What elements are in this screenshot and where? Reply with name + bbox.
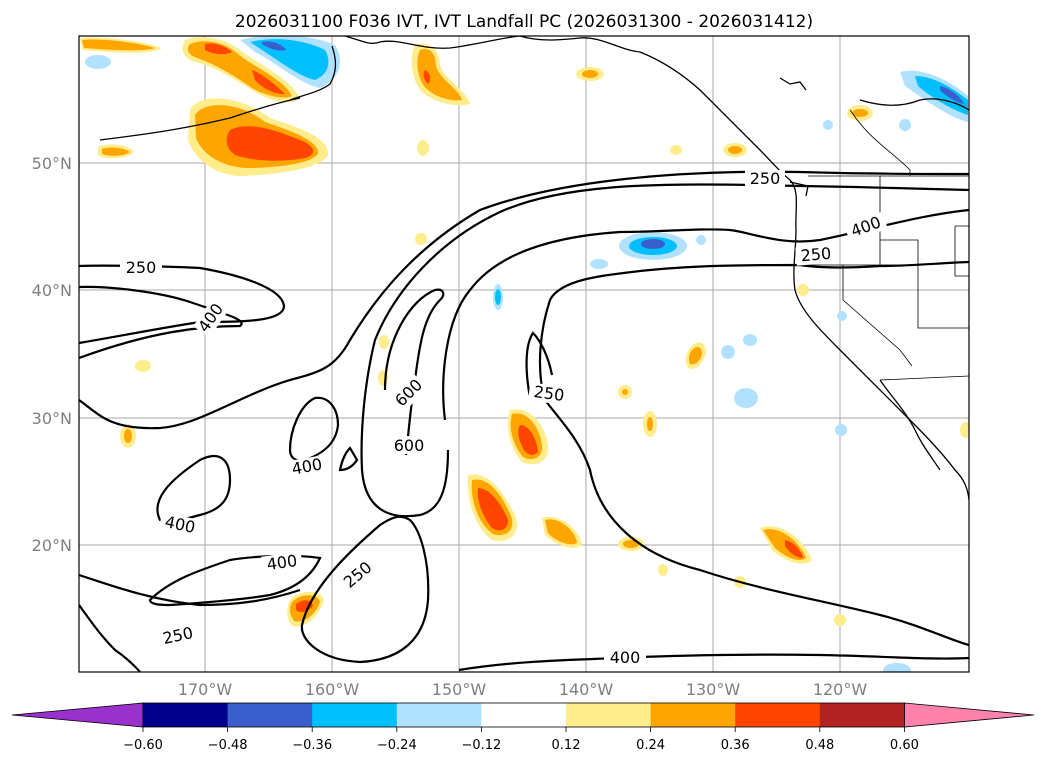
positive-blob-subtropics	[287, 409, 812, 627]
contour-label: 600	[394, 436, 425, 455]
lon-label-120w: 120°W	[813, 680, 868, 699]
lon-label-160w: 160°W	[305, 680, 360, 699]
colorbar-segment	[312, 703, 398, 727]
positive-blob-aleutian	[98, 37, 329, 176]
coastlines	[99, 36, 969, 501]
lat-label-50n: 50°N	[32, 154, 72, 173]
colorbar-segment	[650, 703, 736, 727]
lat-label-40n: 40°N	[32, 281, 72, 300]
lon-label-150w: 150°W	[432, 680, 487, 699]
lon-label-130w: 130°W	[686, 680, 741, 699]
colorbar-extend-low	[11, 702, 144, 728]
negative-blob-alaska	[240, 36, 340, 88]
contour-label: 400	[610, 648, 641, 667]
colorbar-segment	[227, 703, 313, 727]
colorbar-tick-label: 0.36	[721, 738, 750, 753]
contour-label: 250	[800, 244, 832, 266]
figure-title: 2026031100 F036 IVT, IVT Landfall PC (20…	[235, 12, 813, 32]
borders	[797, 109, 969, 381]
contour-label: 250	[750, 169, 781, 188]
colorbar-segment	[566, 703, 652, 727]
colorbar-tick-label: −0.36	[292, 738, 332, 753]
ivt-shading	[80, 36, 969, 672]
contour-labels: 250 400 600 600 400 400 400 250 250 250 …	[120, 169, 888, 667]
colorbar-segment	[819, 703, 905, 727]
colorbar-extend-high	[904, 702, 1035, 728]
colorbar-segment	[396, 703, 482, 727]
colorbar-tick-label: −0.24	[377, 738, 417, 753]
map-frame	[78, 35, 970, 673]
contour-label: 250	[126, 258, 157, 277]
colorbar-tick-label: 0.48	[805, 738, 834, 753]
colorbar-segment	[143, 703, 229, 727]
lon-label-170w: 170°W	[178, 680, 233, 699]
contour-label: 250	[533, 382, 566, 405]
colorbar-outline	[142, 702, 905, 728]
lat-label-20n: 20°N	[32, 536, 72, 555]
small-blobs	[85, 55, 969, 672]
colorbar-tick-label: −0.48	[208, 738, 248, 753]
colorbar: −0.60 −0.48 −0.36 −0.24 −0.12 0.12 0.24 0.36 0.4…	[11, 702, 1035, 753]
contour-label: 400	[265, 551, 298, 574]
colorbar-tick-label: 0.24	[636, 738, 665, 753]
lat-label-30n: 30°N	[32, 409, 72, 428]
positive-blob-gulf	[80, 37, 470, 106]
colorbar-segment	[735, 703, 821, 727]
colorbar-tick-label: 0.12	[552, 738, 581, 753]
colorbar-segment	[481, 703, 567, 727]
colorbar-tick-label: −0.60	[123, 738, 163, 753]
lon-label-140w: 140°W	[559, 680, 614, 699]
colorbar-tick-label: −0.12	[461, 738, 501, 753]
latitude-labels: 50°N 40°N 30°N 20°N	[32, 154, 72, 555]
map-panel: 250 400 600 600 400 400 400 250 250 250 …	[79, 36, 969, 672]
longitude-labels: 170°W 160°W 150°W 140°W 130°W 120°W	[178, 680, 868, 699]
colorbar-tick-label: 0.60	[890, 738, 919, 753]
